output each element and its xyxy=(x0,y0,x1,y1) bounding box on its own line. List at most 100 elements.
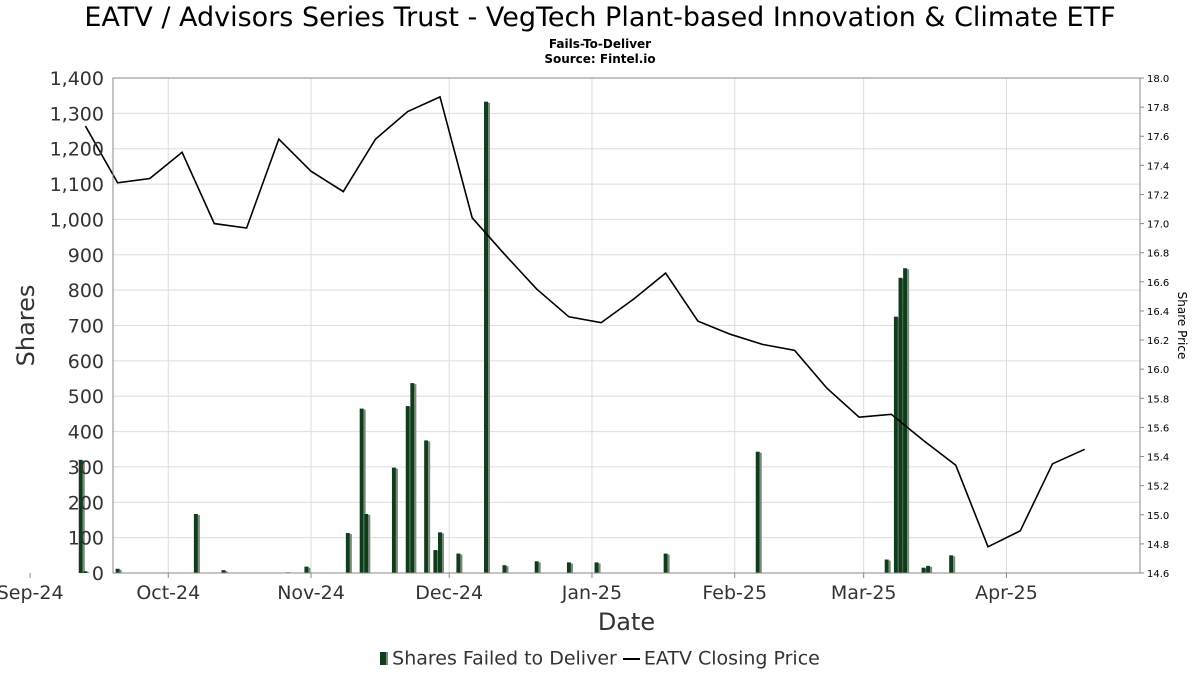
y-tick-label: 800 xyxy=(68,280,104,302)
y2-tick-label: 16.4 xyxy=(1147,307,1169,318)
ftd-bar xyxy=(391,467,396,573)
ftd-bar xyxy=(502,565,507,573)
ftd-bar-shade xyxy=(428,441,431,573)
y2-tick-label: 18.0 xyxy=(1147,74,1169,85)
ftd-bar xyxy=(755,451,760,573)
ftd-bar xyxy=(566,562,571,573)
ftd-bar xyxy=(898,277,903,573)
ftd-bar xyxy=(534,561,539,573)
ftd-bar xyxy=(456,553,461,573)
y-tick-label: 200 xyxy=(68,492,104,514)
ftd-bar xyxy=(83,571,88,573)
ftd-bar-shade xyxy=(87,572,90,573)
ftd-bar-shade xyxy=(119,569,122,573)
y2-tick-label: 15.2 xyxy=(1147,482,1169,493)
ftd-bar-shade xyxy=(930,566,933,573)
x-tick-label: Feb-25 xyxy=(702,582,767,604)
ftd-bar-shade xyxy=(82,460,85,573)
ftd-bar xyxy=(893,316,898,573)
y2-tick-label: 17.0 xyxy=(1147,220,1169,231)
legend-line-swatch xyxy=(622,657,640,660)
x-tick-label: Sep-24 xyxy=(0,582,64,604)
y2-tick-label: 15.6 xyxy=(1147,423,1169,434)
ftd-bar-shade xyxy=(414,384,417,573)
y2-tick-label: 14.6 xyxy=(1147,569,1169,580)
x-tick-label: Apr-25 xyxy=(975,582,1038,604)
ftd-bar-shade xyxy=(598,563,601,573)
ftd-bar-shade xyxy=(907,269,910,573)
y-tick-label: 400 xyxy=(68,422,104,444)
y2-tick-label: 16.6 xyxy=(1147,278,1169,289)
ftd-bar xyxy=(663,553,668,573)
ftd-bar xyxy=(484,101,489,574)
ftd-bar-shade xyxy=(488,102,491,574)
y-tick-label: 700 xyxy=(68,316,104,338)
y2-tick-label: 15.4 xyxy=(1147,453,1169,464)
y2-tick-label: 15.0 xyxy=(1147,511,1169,522)
ftd-bar xyxy=(78,459,83,573)
y-tick-label: 1,400 xyxy=(50,68,104,90)
grid-lines xyxy=(113,77,1140,574)
ftd-bar xyxy=(193,513,198,573)
x-tick-label: Mar-25 xyxy=(831,582,897,604)
y2-tick-label: 17.2 xyxy=(1147,190,1169,201)
ftd-bar-shade xyxy=(953,556,956,573)
ftd-bar xyxy=(921,567,926,573)
y-tick-label: 600 xyxy=(68,351,104,373)
ftd-bar-shade xyxy=(225,571,228,573)
y2-tick-label: 15.8 xyxy=(1147,394,1169,405)
ftd-bar xyxy=(437,532,442,573)
ftd-bar xyxy=(424,440,429,573)
ftd-bar xyxy=(359,408,364,573)
tick-labels: 0 100 200 300 400 500 600 700 800 900 1,000 1,100 1,… xyxy=(0,68,1169,604)
y2-tick-label: 16.2 xyxy=(1147,336,1169,347)
x-tick-label: Dec-24 xyxy=(415,582,483,604)
ftd-bar-shade xyxy=(363,409,366,573)
bar-series xyxy=(78,101,956,574)
y2-tick-label: 17.6 xyxy=(1147,132,1169,143)
y2-axis-label: Share Price xyxy=(1175,292,1189,360)
y-axis-label: Shares xyxy=(12,285,40,367)
x-tick-label: Jan-25 xyxy=(561,582,622,604)
axes xyxy=(29,77,1144,578)
ftd-bar-shade xyxy=(506,566,509,573)
ftd-bar xyxy=(115,568,120,573)
ftd-bar-shade xyxy=(197,514,200,573)
ftd-bar-shade xyxy=(570,563,573,573)
y2-tick-label: 17.8 xyxy=(1147,103,1169,114)
legend-line-label: EATV Closing Price xyxy=(643,647,820,670)
ftd-bar-shade xyxy=(368,514,371,573)
ftd-bar xyxy=(405,406,410,573)
y-tick-label: 300 xyxy=(68,457,104,479)
ftd-bar xyxy=(345,533,350,573)
ftd-bar xyxy=(926,565,931,573)
y-tick-label: 1,300 xyxy=(50,103,104,125)
y-tick-label: 500 xyxy=(68,386,104,408)
x-axis-label: Date xyxy=(598,608,655,636)
closing-price-line xyxy=(84,95,1086,548)
ftd-bar xyxy=(410,383,415,573)
y2-tick-label: 16.8 xyxy=(1147,249,1169,260)
ftd-bar-shade xyxy=(308,567,311,573)
legend-bar-swatch xyxy=(380,652,389,665)
ftd-bar xyxy=(433,550,438,573)
ftd-bar-shade xyxy=(460,554,463,573)
ftd-bar xyxy=(903,268,908,573)
y-tick-label: 1,100 xyxy=(50,174,104,196)
x-tick-label: Oct-24 xyxy=(136,582,200,604)
ftd-bar-shade xyxy=(395,468,398,573)
ftd-bar xyxy=(221,570,226,573)
y-tick-label: 1,000 xyxy=(50,209,104,231)
chart-title: EATV / Advisors Series Trust - VegTech P… xyxy=(84,2,1116,33)
chart-subtitle: Fails-To-Deliver xyxy=(548,37,652,51)
ftd-bar-shade xyxy=(538,562,541,573)
x-tick-label: Nov-24 xyxy=(277,582,345,604)
ftd-bar-shade xyxy=(888,560,891,573)
y-tick-label: 900 xyxy=(68,245,104,267)
legend: Shares Failed to Deliver EATV Closing Pri… xyxy=(0,647,1200,670)
price-line-series xyxy=(84,95,1086,548)
y2-tick-label: 14.8 xyxy=(1147,540,1169,551)
ftd-bar-shade xyxy=(667,554,670,573)
y-tick-label: 100 xyxy=(68,528,104,550)
